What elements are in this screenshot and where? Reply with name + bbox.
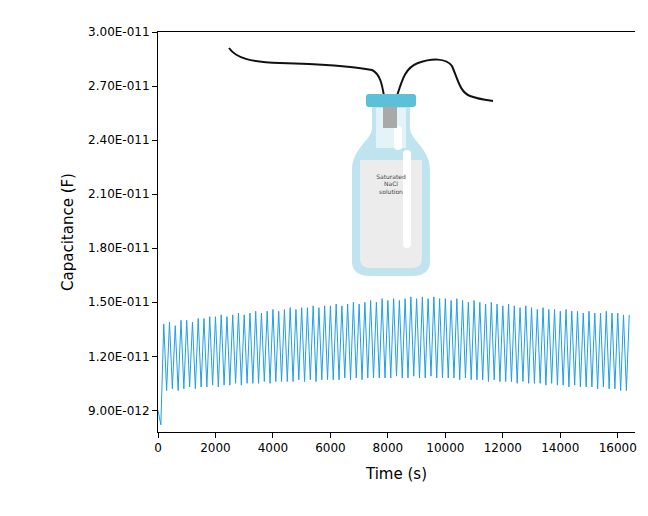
svg-text:2.40E-011: 2.40E-011 — [88, 133, 150, 147]
svg-text:2000: 2000 — [200, 441, 231, 455]
svg-text:14000: 14000 — [541, 441, 579, 455]
svg-text:0: 0 — [154, 441, 162, 455]
svg-text:10000: 10000 — [426, 441, 464, 455]
svg-text:Time (s): Time (s) — [365, 465, 427, 483]
svg-text:2.70E-011: 2.70E-011 — [88, 79, 150, 93]
svg-text:16000: 16000 — [599, 441, 637, 455]
svg-text:9.00E-012: 9.00E-012 — [88, 404, 150, 418]
svg-text:1.80E-011: 1.80E-011 — [88, 241, 150, 255]
svg-text:8000: 8000 — [373, 441, 404, 455]
svg-text:Capacitance (F): Capacitance (F) — [59, 173, 77, 291]
svg-text:12000: 12000 — [484, 441, 522, 455]
svg-text:4000: 4000 — [258, 441, 289, 455]
svg-text:6000: 6000 — [315, 441, 346, 455]
svg-text:1.50E-011: 1.50E-011 — [88, 295, 150, 309]
svg-text:SaturatedNaClsolution: SaturatedNaClsolution — [376, 173, 406, 195]
svg-text:3.00E-011: 3.00E-011 — [88, 25, 150, 39]
svg-text:2.10E-011: 2.10E-011 — [88, 187, 150, 201]
svg-text:1.20E-011: 1.20E-011 — [88, 350, 150, 364]
